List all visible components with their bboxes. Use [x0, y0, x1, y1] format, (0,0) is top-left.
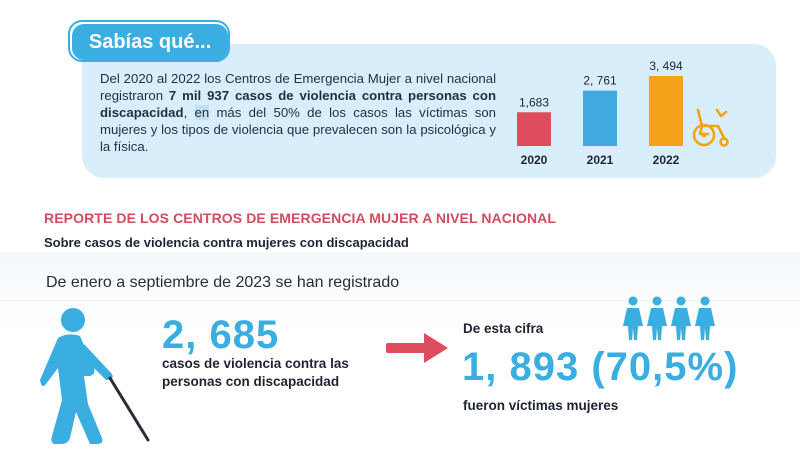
summary-part-1: Del 2020 al 2022 los Centros de Emergenc…	[100, 71, 496, 103]
woman-figure-icon	[623, 296, 643, 340]
divider	[0, 300, 800, 301]
bar-year-label: 2021	[587, 153, 614, 167]
summary-highlight: 7 mil 937 casos de violencia contra pers…	[100, 88, 496, 120]
bar-2020	[517, 112, 551, 146]
blind-person-cane-icon	[40, 308, 150, 444]
summary-part-5: más del 50% de los casos las víctimas so…	[100, 105, 496, 154]
cifra-label: De esta cifra	[463, 321, 544, 336]
summary-selected-word: en	[194, 105, 210, 120]
woman-figure-icon	[671, 296, 691, 340]
woman-figure-icon	[647, 296, 667, 340]
bar-2022	[649, 76, 683, 146]
bar-year-label: 2022	[653, 153, 680, 167]
bar-year-label: 2020	[521, 153, 548, 167]
women-group-icon	[623, 296, 715, 340]
total-cases-description: casos de violencia contra las personas c…	[162, 356, 349, 389]
women-victims-count: 1, 893 (70,5%)	[462, 345, 739, 389]
report-title: REPORTE DE LOS CENTROS DE EMERGENCIA MUJ…	[44, 210, 557, 226]
badge-outline	[68, 20, 230, 62]
summary-text: Del 2020 al 2022 los Centros de Emergenc…	[100, 70, 496, 155]
report-subtitle: Sobre casos de violencia contra mujeres …	[44, 235, 409, 250]
sabias-que-badge: Sabías qué...	[72, 24, 228, 60]
period-text: De enero a septiembre de 2023 se han reg…	[46, 274, 400, 291]
bar-value-label: 3, 494	[649, 59, 683, 73]
woman-figure-icon	[695, 296, 715, 340]
summary-part-3: ,	[183, 105, 195, 120]
bar-value-label: 1,683	[519, 95, 549, 109]
women-victims-description: fueron víctimas mujeres	[463, 398, 619, 413]
total-cases-count: 2, 685	[162, 313, 280, 357]
bar-2021	[583, 90, 617, 146]
wheelchair-icon	[692, 108, 729, 147]
bar-value-label: 2, 761	[583, 74, 617, 88]
cases-bar-chart: 1,683 2020 2, 761 2021 3, 494 2022	[517, 59, 683, 167]
arrow-right-icon	[386, 333, 448, 363]
